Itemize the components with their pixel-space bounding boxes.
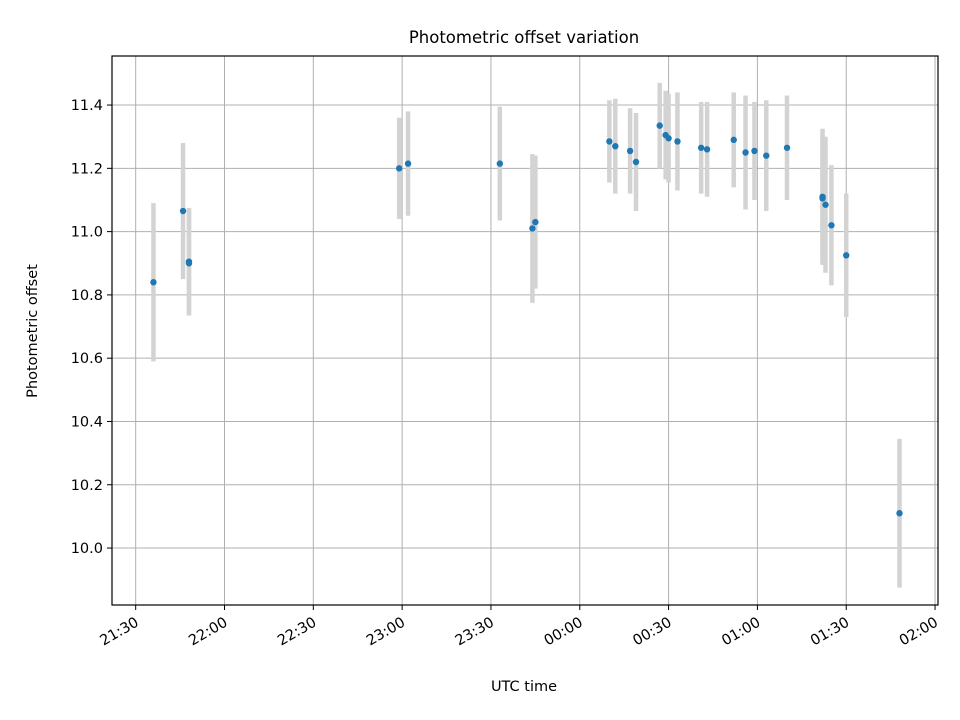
y-tick-label: 10.0 xyxy=(71,541,103,557)
data-point xyxy=(674,138,681,145)
data-point xyxy=(395,165,403,172)
data-point xyxy=(179,207,187,215)
data-point xyxy=(656,122,663,129)
y-tick-label: 11.2 xyxy=(71,161,103,177)
data-point xyxy=(742,149,749,156)
y-axis-label: Photometric offset xyxy=(25,264,41,398)
data-point xyxy=(404,160,412,167)
data-point xyxy=(819,195,826,202)
y-tick-label: 11.0 xyxy=(71,225,103,241)
data-point xyxy=(703,146,711,153)
data-point xyxy=(529,225,536,232)
y-tick-label: 10.6 xyxy=(71,351,103,367)
data-point xyxy=(783,144,791,151)
data-point xyxy=(828,222,835,229)
data-point xyxy=(185,260,193,267)
plot-area-frame xyxy=(111,55,939,606)
y-tick-label: 10.2 xyxy=(71,478,103,494)
data-point xyxy=(532,218,539,226)
data-point xyxy=(606,138,613,145)
data-point xyxy=(697,144,705,151)
data-point xyxy=(612,142,619,150)
chart-title: Photometric offset variation xyxy=(409,28,639,47)
data-point xyxy=(626,147,634,155)
data-point xyxy=(665,135,672,142)
data-point xyxy=(496,160,504,167)
data-point xyxy=(751,147,758,155)
data-point xyxy=(896,510,903,517)
y-axis: 10.0 10.2 10.4 10.6 10.8 11.0 11.2 11.4 xyxy=(71,98,112,557)
y-tick-label: 10.4 xyxy=(71,414,103,430)
data-point xyxy=(730,136,737,144)
data-point xyxy=(632,158,640,166)
y-tick-label: 10.8 xyxy=(71,288,103,304)
data-point xyxy=(150,279,157,286)
grid xyxy=(112,56,938,605)
data-point xyxy=(843,252,850,259)
data-point xyxy=(763,152,770,159)
data-point xyxy=(822,201,829,208)
y-tick-label: 11.4 xyxy=(71,98,103,114)
data-points xyxy=(150,122,903,517)
x-axis-label: UTC time xyxy=(491,679,557,695)
